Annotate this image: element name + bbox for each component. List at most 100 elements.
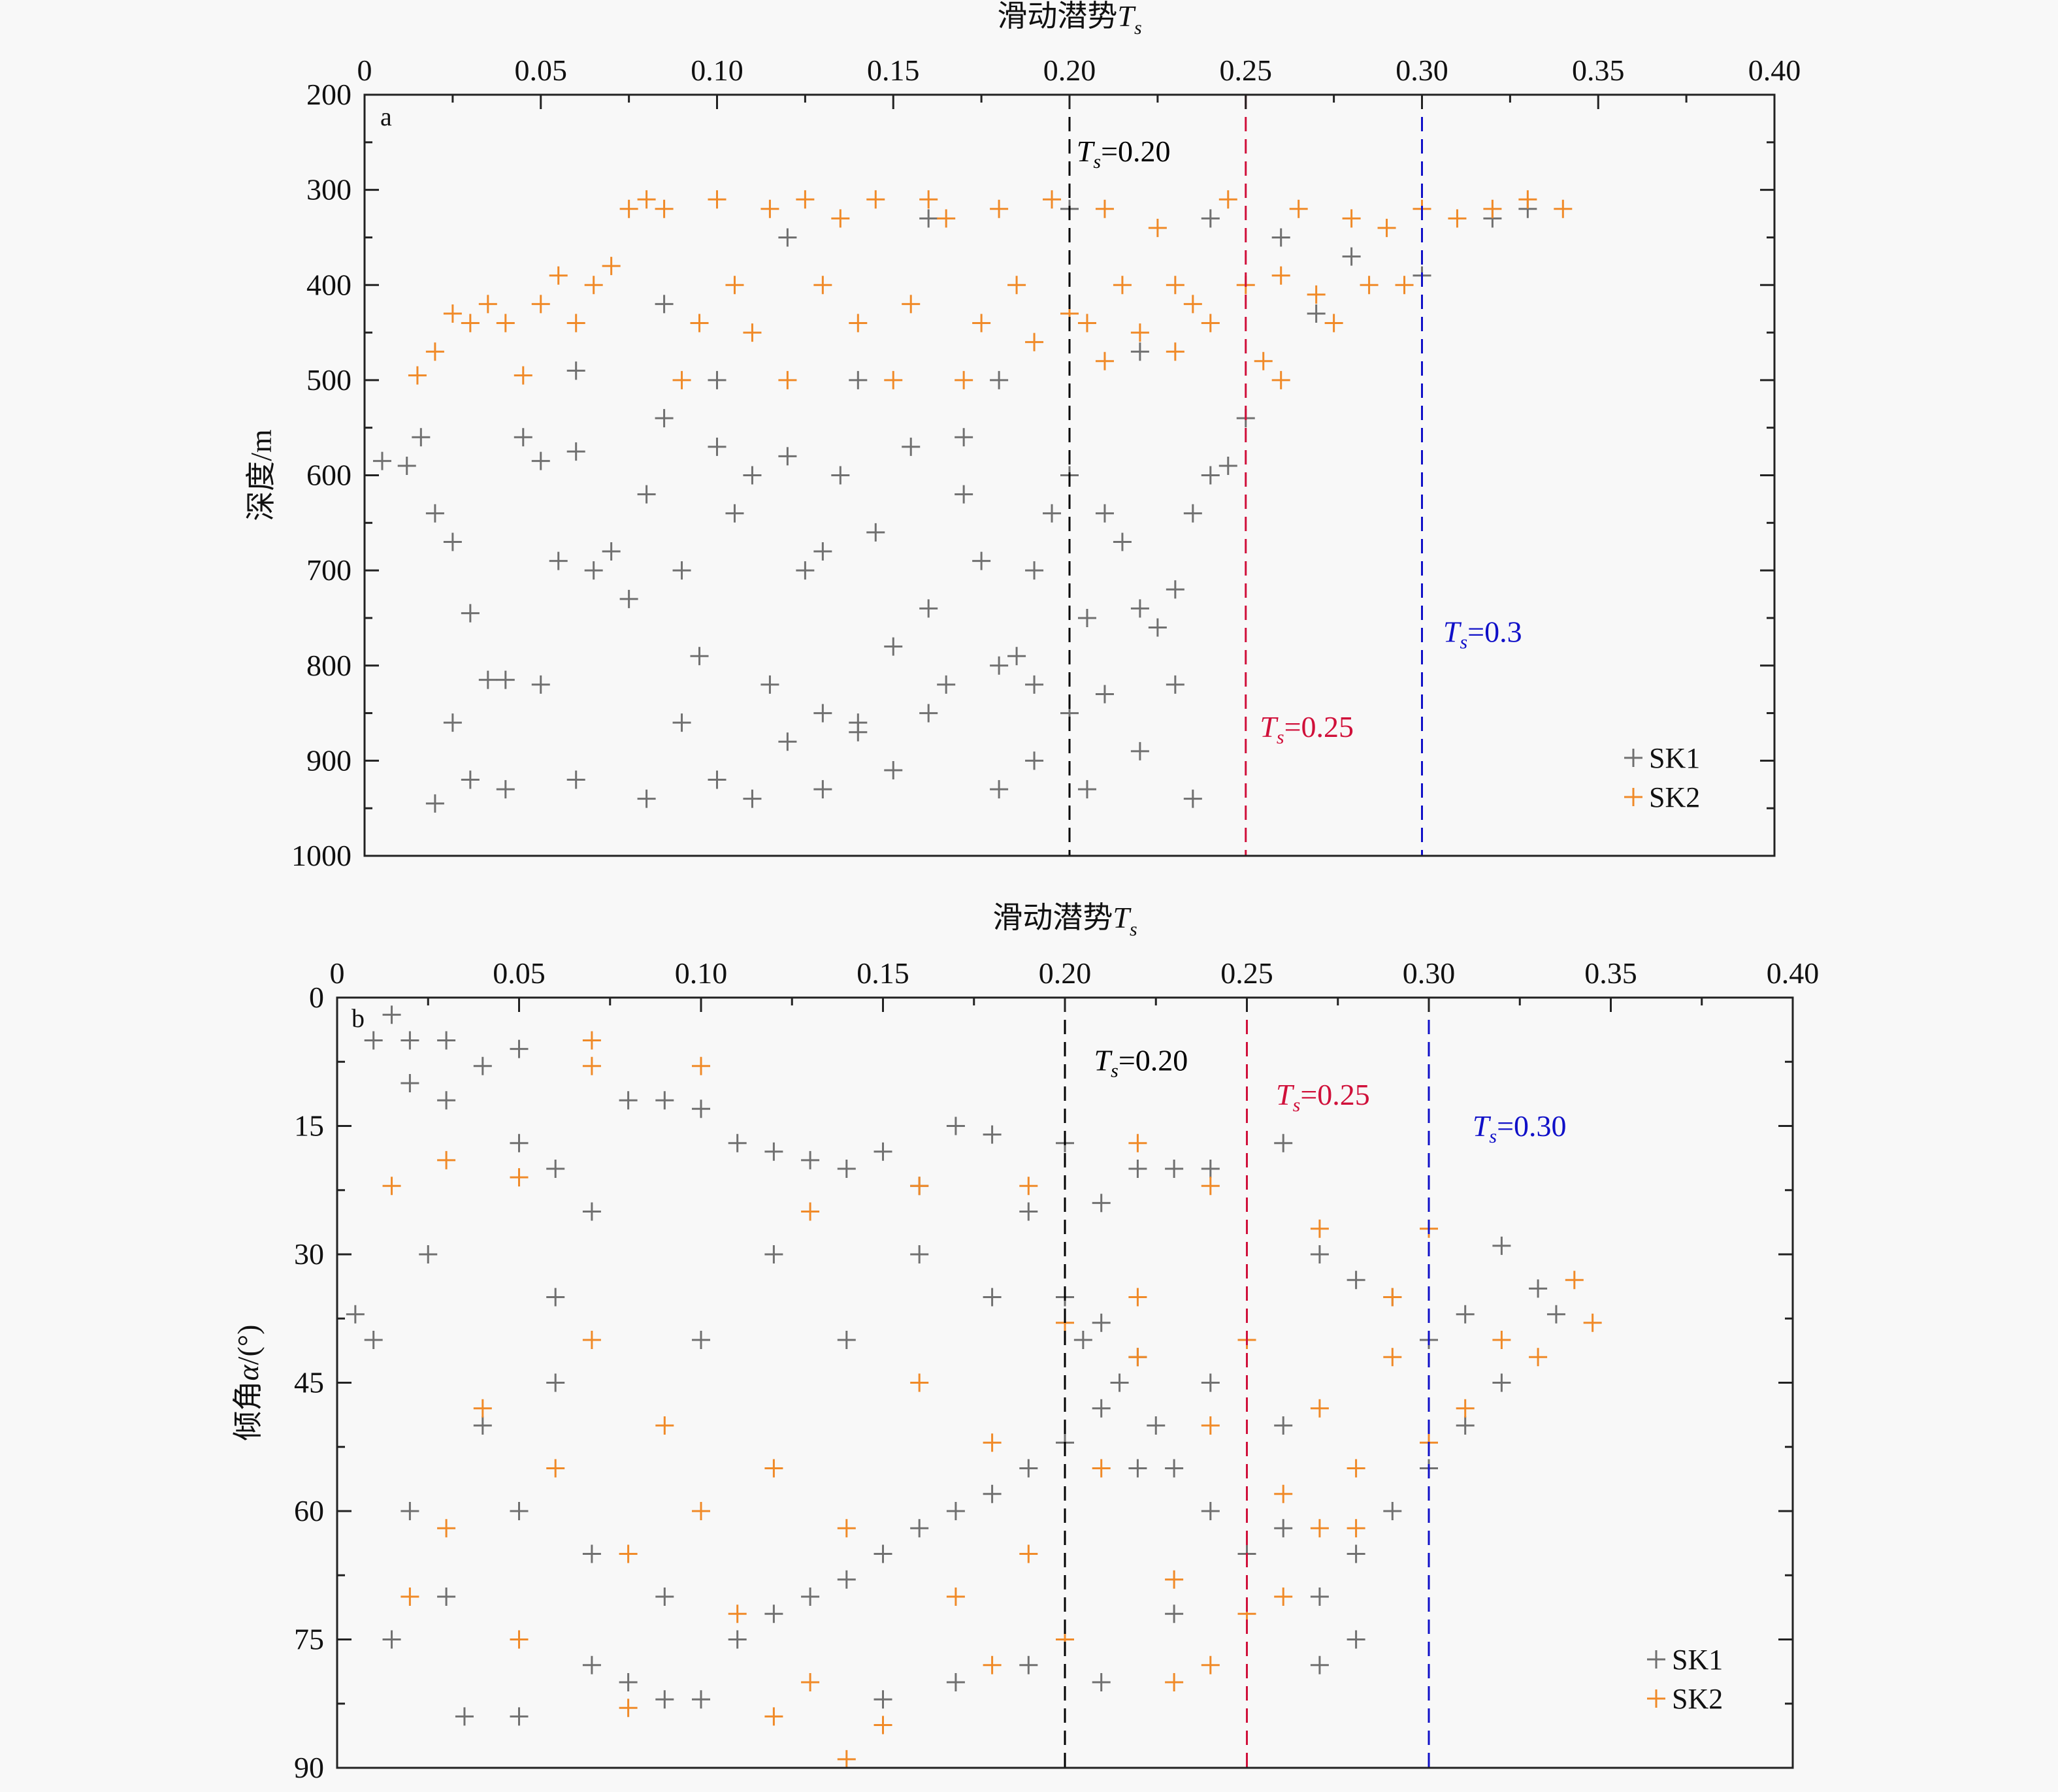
data-point-sk2 <box>1128 1133 1147 1152</box>
data-point-sk2 <box>510 1168 529 1187</box>
x-tick-label: 0.10 <box>675 956 728 990</box>
panel-a-depth-chart: Ts=0.20 Ts=0.25 Ts=0.3 0 0.05 0.10 0.15 0.20 0.2… <box>244 0 1801 872</box>
data-point-sk1 <box>946 1502 965 1520</box>
data-point-sk1 <box>919 599 938 618</box>
data-point-sk2 <box>1310 1399 1329 1418</box>
data-point-sk1 <box>400 1074 419 1092</box>
data-point-sk1 <box>619 1091 638 1110</box>
data-point-sk2 <box>1483 199 1502 218</box>
data-point-sk2 <box>946 1588 965 1606</box>
data-point-sk1 <box>983 1484 1002 1503</box>
data-point-sk1 <box>346 1305 365 1324</box>
data-point-sk2 <box>1529 1348 1548 1367</box>
data-point-sk2 <box>902 295 921 314</box>
data-point-sk2 <box>849 314 868 333</box>
data-point-sk1 <box>874 1690 892 1709</box>
data-point-sk1 <box>546 1288 565 1307</box>
data-point-sk1 <box>461 770 480 789</box>
data-point-sk2 <box>1201 1177 1220 1196</box>
data-point-sk1 <box>919 704 938 723</box>
legend-label: SK1 <box>1649 742 1700 774</box>
reference-line-label: Ts=0.25 <box>1260 710 1354 748</box>
data-point-sk1 <box>419 1245 438 1263</box>
x-tick-label: 0.25 <box>1220 54 1273 87</box>
data-point-sk2 <box>1310 1519 1329 1538</box>
y-tick-label: 600 <box>306 459 351 492</box>
data-point-sk2 <box>1360 276 1379 295</box>
data-point-sk2 <box>1166 342 1184 361</box>
data-point-sk1 <box>1201 1373 1220 1392</box>
data-point-sk2 <box>1518 190 1537 209</box>
data-point-sk1 <box>837 1331 856 1349</box>
data-point-sk2 <box>473 1399 492 1418</box>
data-point-sk2 <box>1383 1348 1402 1367</box>
data-point-sk2 <box>692 1056 710 1075</box>
data-point-sk1 <box>364 1031 383 1050</box>
data-point-sk1 <box>1274 1133 1293 1152</box>
data-point-sk1 <box>760 675 779 694</box>
x-tick-label: 0.15 <box>867 54 920 87</box>
data-point-sk2 <box>1113 276 1132 295</box>
data-point-sk2 <box>1019 1177 1038 1196</box>
data-point-sk1 <box>1546 1305 1565 1324</box>
data-point-sk2 <box>1092 1459 1111 1478</box>
data-point-sk1 <box>972 551 991 570</box>
x-tick-label: 0 <box>357 54 372 87</box>
data-point-sk1 <box>728 1630 747 1649</box>
data-point-sk2 <box>1383 1288 1402 1307</box>
data-point-sk2 <box>778 370 797 389</box>
x-tick-label: 0.10 <box>691 54 743 87</box>
data-point-sk1 <box>778 228 797 247</box>
data-point-sk1 <box>461 604 480 623</box>
y-tick-label: 90 <box>294 1751 324 1784</box>
data-point-sk2 <box>1274 1484 1293 1503</box>
data-point-sk2 <box>1492 1331 1511 1349</box>
data-point-sk2 <box>425 342 444 361</box>
reference-line-label: Ts=0.30 <box>1473 1109 1567 1147</box>
data-point-sk1 <box>1025 675 1044 694</box>
data-point-sk1 <box>1347 1271 1365 1290</box>
data-point-sk1 <box>496 670 515 689</box>
data-point-sk1 <box>955 485 973 504</box>
legend-item-sk1: SK1 <box>1647 1644 1723 1676</box>
legend-item-sk1: SK1 <box>1624 742 1700 774</box>
data-point-sk2 <box>1166 276 1184 295</box>
data-point-sk1 <box>1529 1279 1548 1298</box>
data-point-sk1 <box>1165 1160 1184 1178</box>
data-point-sk2 <box>408 366 427 385</box>
data-point-sk2 <box>764 1707 783 1726</box>
y-tick-label: 900 <box>306 743 351 777</box>
data-point-sk1 <box>919 209 938 228</box>
x-tick-label: 0.35 <box>1572 54 1625 87</box>
data-point-sk1 <box>425 504 444 523</box>
data-point-sk1 <box>655 1588 674 1606</box>
data-point-sk1 <box>778 447 797 466</box>
data-point-sk1 <box>637 485 656 504</box>
data-point-sk1 <box>619 589 638 608</box>
y-tick-label: 800 <box>306 649 351 682</box>
x-tick-label: 0.40 <box>1748 54 1801 87</box>
panel-b-dip-angle-chart: Ts=0.20 Ts=0.25 Ts=0.30 0 0.05 0.10 0.15 0.20 0.… <box>231 901 1819 1784</box>
data-point-sk1 <box>496 780 515 799</box>
data-point-sk1 <box>455 1707 474 1726</box>
data-point-sk2 <box>837 1519 856 1538</box>
data-point-sk2 <box>1165 1570 1184 1589</box>
data-point-sk2 <box>972 314 991 333</box>
data-point-sk2 <box>1583 1313 1602 1332</box>
data-point-sk2 <box>1025 333 1044 351</box>
data-point-sk1 <box>382 1630 401 1649</box>
legend-item-sk2: SK2 <box>1647 1683 1723 1715</box>
data-point-sk2 <box>990 199 1009 218</box>
data-point-sk2 <box>801 1673 820 1691</box>
data-point-sk2 <box>1148 218 1167 237</box>
y-tick-label: 700 <box>306 553 351 587</box>
reference-line-label: Ts=0.3 <box>1443 615 1522 653</box>
x-tick-label: 0.30 <box>1396 54 1448 87</box>
data-point-sk1 <box>1092 1399 1111 1418</box>
data-point-sk1 <box>874 1544 892 1563</box>
x-tick-label: 0.20 <box>1043 54 1096 87</box>
data-point-sk1 <box>690 647 709 666</box>
data-point-sk1 <box>1130 342 1149 361</box>
data-point-sk1 <box>1183 504 1202 523</box>
